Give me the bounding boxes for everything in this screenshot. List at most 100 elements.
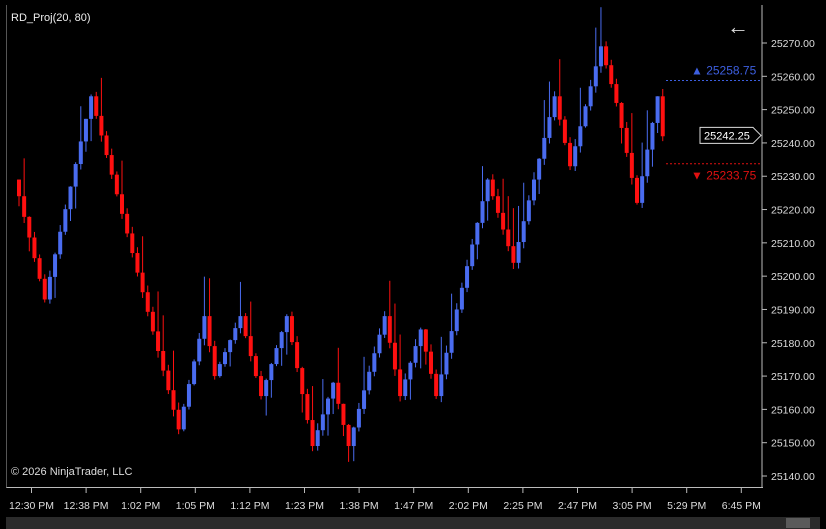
candle-down: [135, 253, 140, 273]
candle-up: [223, 352, 227, 365]
candle-down: [94, 96, 99, 116]
candle-down: [140, 272, 145, 293]
candle-down: [495, 196, 500, 213]
y-tick-label: 25270.00: [771, 38, 815, 50]
candle-up: [521, 221, 526, 243]
x-tick-label: 1:47 PM: [394, 500, 433, 512]
candle-down: [243, 316, 248, 337]
candle-down: [501, 212, 506, 230]
candle-up: [377, 334, 382, 354]
candle-up: [537, 158, 542, 180]
y-tick-label: 25190.00: [771, 304, 815, 316]
candle-up: [480, 201, 485, 223]
candle-down: [336, 382, 341, 404]
candle-down: [212, 346, 217, 377]
x-tick-label: 1:12 PM: [230, 500, 269, 512]
candle-down: [22, 196, 27, 217]
candle-down: [624, 127, 629, 153]
candle-down: [130, 233, 135, 254]
upper-projection-label: ▲ 25258.75: [691, 63, 757, 77]
candle-down: [32, 237, 37, 259]
candle-up: [47, 276, 52, 300]
arrow-left-icon[interactable]: ←: [727, 14, 749, 39]
candle-up: [78, 141, 83, 165]
candle-up: [418, 329, 423, 347]
candle-up: [367, 371, 372, 391]
y-tick-label: 25220.00: [771, 205, 815, 217]
candle-down: [300, 368, 305, 395]
candle-up: [331, 382, 336, 399]
x-tick-label: 5:29 PM: [667, 500, 706, 512]
y-tick-label: 25260.00: [771, 71, 815, 83]
candle-down: [490, 179, 495, 197]
x-tick-label: 2:25 PM: [503, 500, 542, 512]
candle-down: [176, 409, 181, 430]
candle-down: [557, 96, 562, 120]
candle-up: [274, 348, 279, 365]
x-tick-label: 1:23 PM: [285, 500, 324, 512]
horizontal-scrollbar[interactable]: [6, 517, 820, 529]
candle-down: [398, 369, 403, 397]
candle-down: [635, 177, 639, 203]
candle-down: [392, 342, 397, 370]
scrollbar-thumb[interactable]: [786, 518, 810, 528]
candle-up: [465, 266, 470, 288]
candle-up: [516, 242, 521, 263]
candle-down: [387, 316, 392, 343]
candle-down: [604, 46, 609, 66]
candle-up: [485, 179, 490, 202]
candle-up: [217, 364, 222, 377]
indicator-label: RD_Proj(20, 80): [11, 12, 91, 24]
candle-up: [532, 179, 536, 201]
candle-up: [53, 254, 58, 277]
candle-down: [629, 152, 634, 178]
candle-up: [650, 122, 655, 150]
price-chart: 25140.00 25150.00 25160.00 25170.00 25180.00…: [9, 5, 815, 512]
candle-up: [68, 186, 73, 210]
candle-up: [526, 200, 531, 222]
y-tick-label: 25210.00: [771, 238, 815, 250]
candle-up: [593, 66, 598, 87]
candle-down: [42, 278, 47, 300]
candle-up: [413, 346, 418, 363]
candle-up: [573, 146, 578, 167]
candle-up: [197, 338, 202, 362]
y-tick-label: 25150.00: [771, 438, 815, 450]
y-tick-label: 25250.00: [771, 105, 815, 117]
x-tick-label: 6:45 PM: [722, 500, 761, 512]
candle-down: [156, 331, 161, 351]
candle-up: [326, 398, 330, 415]
candle-down: [114, 174, 119, 195]
chart-plot-area[interactable]: [6, 5, 763, 488]
candle-down: [166, 370, 171, 391]
candle-up: [459, 287, 464, 310]
y-tick-label: 25200.00: [771, 271, 815, 283]
x-tick-label: 2:02 PM: [449, 500, 488, 512]
x-tick-label: 1:05 PM: [176, 500, 215, 512]
candle-up: [181, 406, 186, 430]
last-price-label: 25242.25: [704, 130, 750, 142]
candle-up: [73, 164, 78, 187]
candle-down: [609, 65, 614, 85]
candle-up: [233, 328, 238, 341]
candle-up: [269, 364, 274, 381]
copyright-text: © 2026 NinjaTrader, LLC: [11, 466, 133, 478]
candle-down: [305, 394, 310, 421]
candle-up: [228, 340, 233, 353]
candle-up: [408, 362, 413, 380]
y-tick-label: 25180.00: [771, 338, 815, 350]
candle-up: [315, 430, 320, 447]
candle-down: [289, 316, 294, 343]
x-tick-label: 1:38 PM: [340, 500, 379, 512]
candle-up: [475, 222, 480, 245]
candle-up: [320, 414, 325, 431]
candle-up: [578, 126, 583, 147]
candle-up: [284, 316, 289, 333]
candle-down: [253, 356, 258, 377]
candle-down: [259, 376, 264, 397]
candle-up: [362, 390, 367, 409]
x-tick-label: 1:02 PM: [121, 500, 160, 512]
candle-up: [192, 361, 197, 385]
candle-up: [470, 244, 475, 267]
